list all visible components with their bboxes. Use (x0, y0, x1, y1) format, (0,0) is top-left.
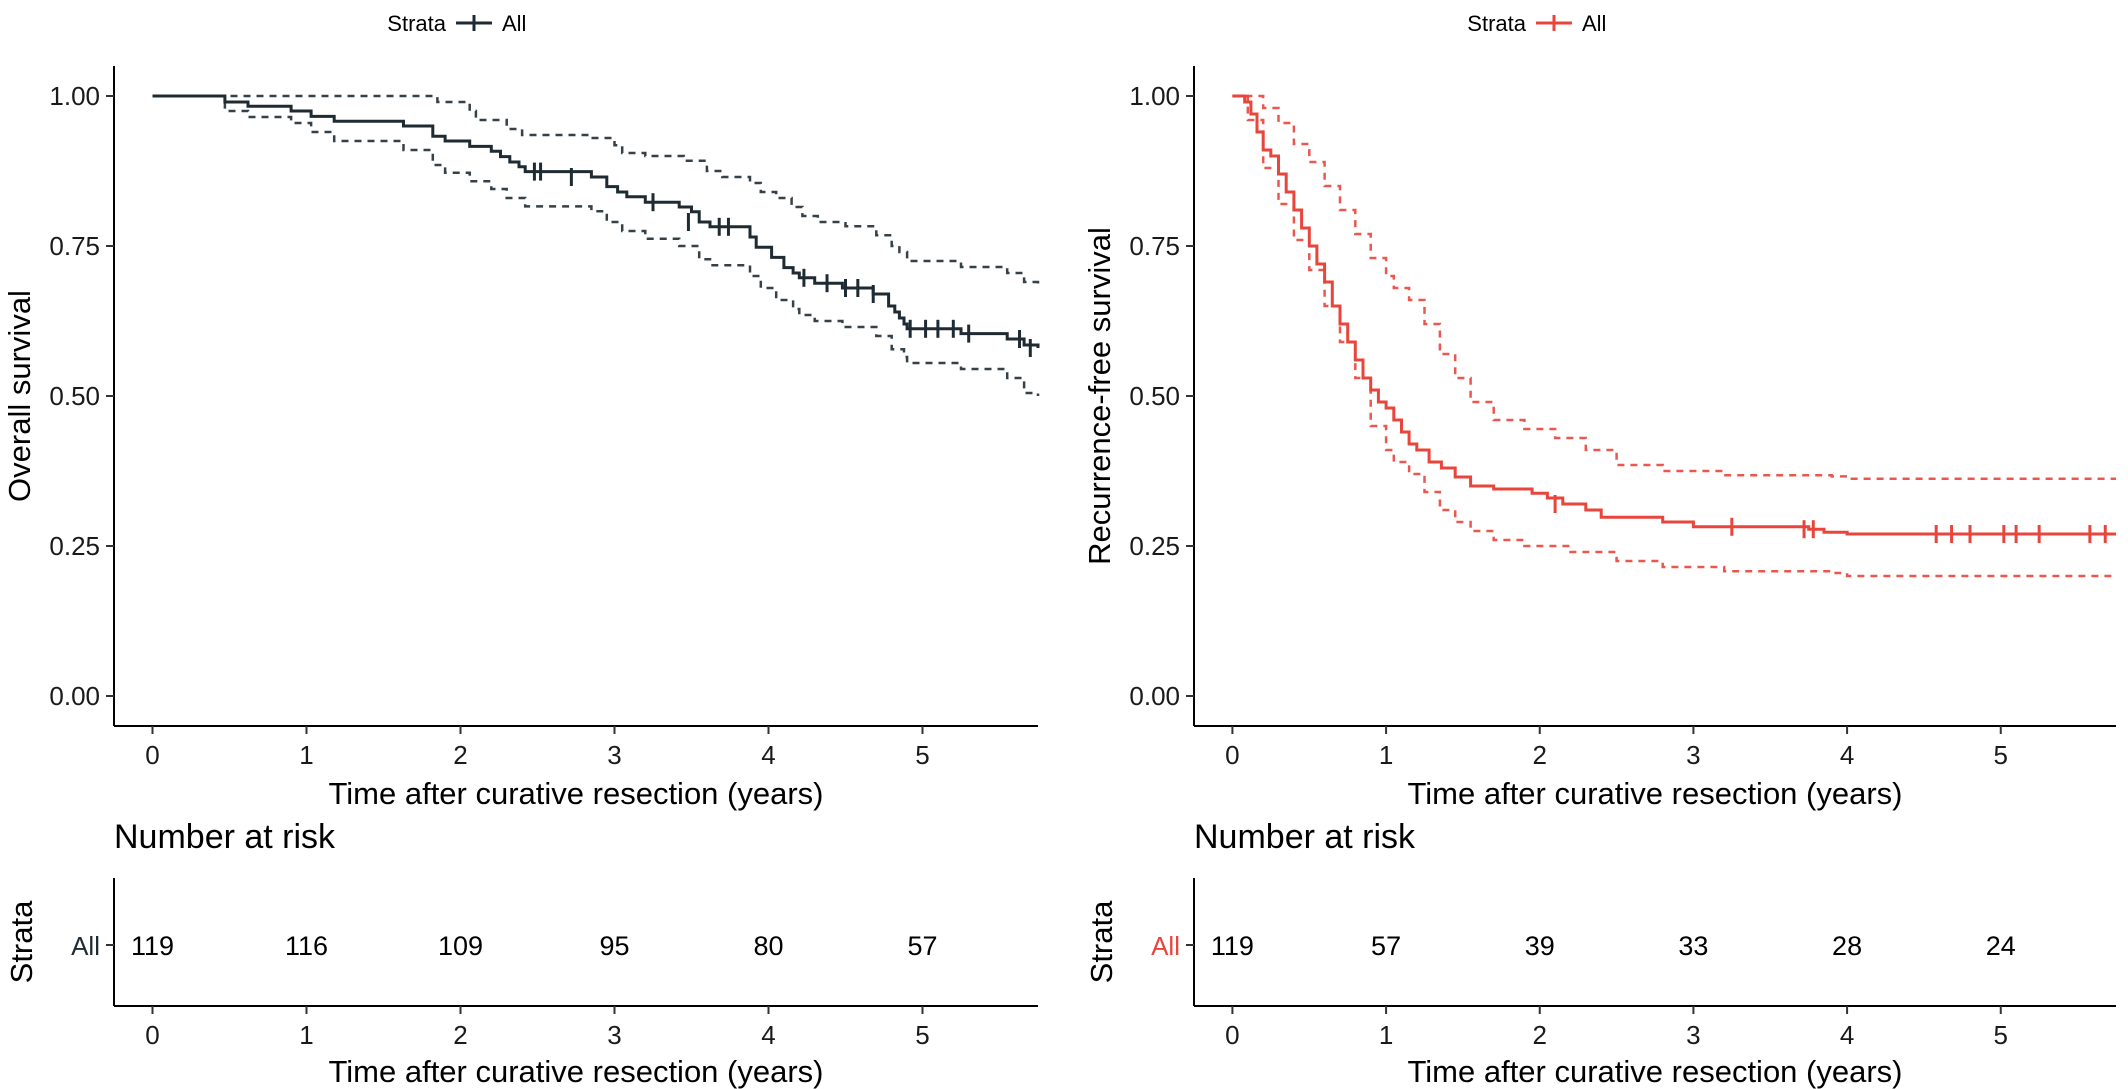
x-axis-title: Time after curative resection (years) (1407, 776, 1902, 811)
risk-table: Number at risk All Strata 119 0 116 1 109 2 95 3 80… (4, 818, 1038, 1089)
risk-count: 57 (907, 931, 937, 961)
y-tick-label: 0.25 (1129, 531, 1180, 561)
y-tick-label: 1.00 (49, 81, 100, 111)
ci-curve (152, 94, 1040, 396)
risk-strata-label: All (71, 931, 100, 961)
risk-x-tick-label: 2 (1533, 1020, 1547, 1050)
x-tick-label: 0 (145, 740, 159, 770)
risk-strata-label: All (1151, 931, 1180, 961)
risk-count: 119 (1211, 931, 1254, 961)
risk-x-tick-label: 0 (1225, 1020, 1239, 1050)
x-tick-label: 1 (299, 740, 313, 770)
x-tick-label: 3 (1686, 740, 1700, 770)
risk-x-tick-label: 5 (915, 1020, 929, 1050)
risk-x-tick-label: 2 (453, 1020, 467, 1050)
risk-x-tick-label: 1 (299, 1020, 313, 1050)
risk-table-title: Number at risk (1194, 818, 1416, 856)
y-tick-label: 0.00 (49, 681, 100, 711)
risk-y-axis-title: Strata (4, 900, 39, 983)
x-tick-label: 3 (607, 740, 621, 770)
y-tick-label: 0.25 (49, 531, 100, 561)
risk-table-title: Number at risk (114, 818, 336, 856)
x-tick-label: 1 (1379, 740, 1393, 770)
x-tick-label: 0 (1225, 740, 1239, 770)
y-tick-label: 0.50 (1129, 381, 1180, 411)
risk-count: 116 (285, 931, 328, 961)
ci-curve (152, 94, 1040, 287)
risk-x-axis-title: Time after curative resection (years) (1407, 1054, 1902, 1089)
legend-entry-label: All (1582, 11, 1606, 36)
risk-x-tick-label: 3 (1686, 1020, 1700, 1050)
risk-count: 80 (753, 931, 783, 961)
risk-count: 33 (1678, 931, 1708, 961)
risk-count: 39 (1525, 931, 1555, 961)
risk-count: 109 (438, 931, 483, 961)
risk-count: 119 (131, 931, 174, 961)
legend: Strata All (1467, 11, 1606, 36)
y-axis-title: Recurrence-free survival (1082, 227, 1117, 565)
y-axis-title: Overall survival (2, 290, 37, 502)
risk-count: 24 (1986, 931, 2016, 961)
y-tick-label: 0.75 (1129, 231, 1180, 261)
x-tick-label: 4 (761, 740, 775, 770)
legend-title: Strata (387, 11, 446, 36)
x-tick-label: 4 (1840, 740, 1854, 770)
risk-x-tick-label: 0 (145, 1020, 159, 1050)
y-tick-label: 0.75 (49, 231, 100, 261)
legend-entry-label: All (502, 11, 526, 36)
risk-x-tick-label: 4 (761, 1020, 775, 1050)
legend: Strata All (387, 11, 526, 36)
x-axis-title: Time after curative resection (years) (328, 776, 823, 811)
x-tick-label: 5 (915, 740, 929, 770)
ci-curve (1232, 94, 2116, 481)
x-tick-label: 2 (453, 740, 467, 770)
risk-count: 95 (599, 931, 629, 961)
risk-x-axis-title: Time after curative resection (years) (328, 1054, 823, 1089)
x-tick-label: 2 (1533, 740, 1547, 770)
survival-curve (152, 94, 1040, 348)
risk-x-tick-label: 3 (607, 1020, 621, 1050)
chart-panel-1: Strata All 0.00 0.25 0.50 0.75 1.00 0 1 2 3 4 5 Time … (2, 11, 1040, 1089)
risk-x-tick-label: 5 (1994, 1020, 2008, 1050)
survival-curve (1232, 94, 2116, 536)
y-tick-label: 1.00 (1129, 81, 1180, 111)
y-tick-label: 0.00 (1129, 681, 1180, 711)
ci-curve (1232, 94, 2116, 578)
risk-count: 28 (1832, 931, 1862, 961)
risk-count: 57 (1371, 931, 1401, 961)
legend-title: Strata (1467, 11, 1526, 36)
x-tick-label: 5 (1994, 740, 2008, 770)
risk-y-axis-title: Strata (1084, 900, 1119, 983)
risk-x-tick-label: 1 (1379, 1020, 1393, 1050)
risk-x-tick-label: 4 (1840, 1020, 1854, 1050)
y-tick-label: 0.50 (49, 381, 100, 411)
chart-panel-2: Strata All 0.00 0.25 0.50 0.75 1.00 0 1 2 3 4 5 Time … (1082, 11, 2116, 1089)
